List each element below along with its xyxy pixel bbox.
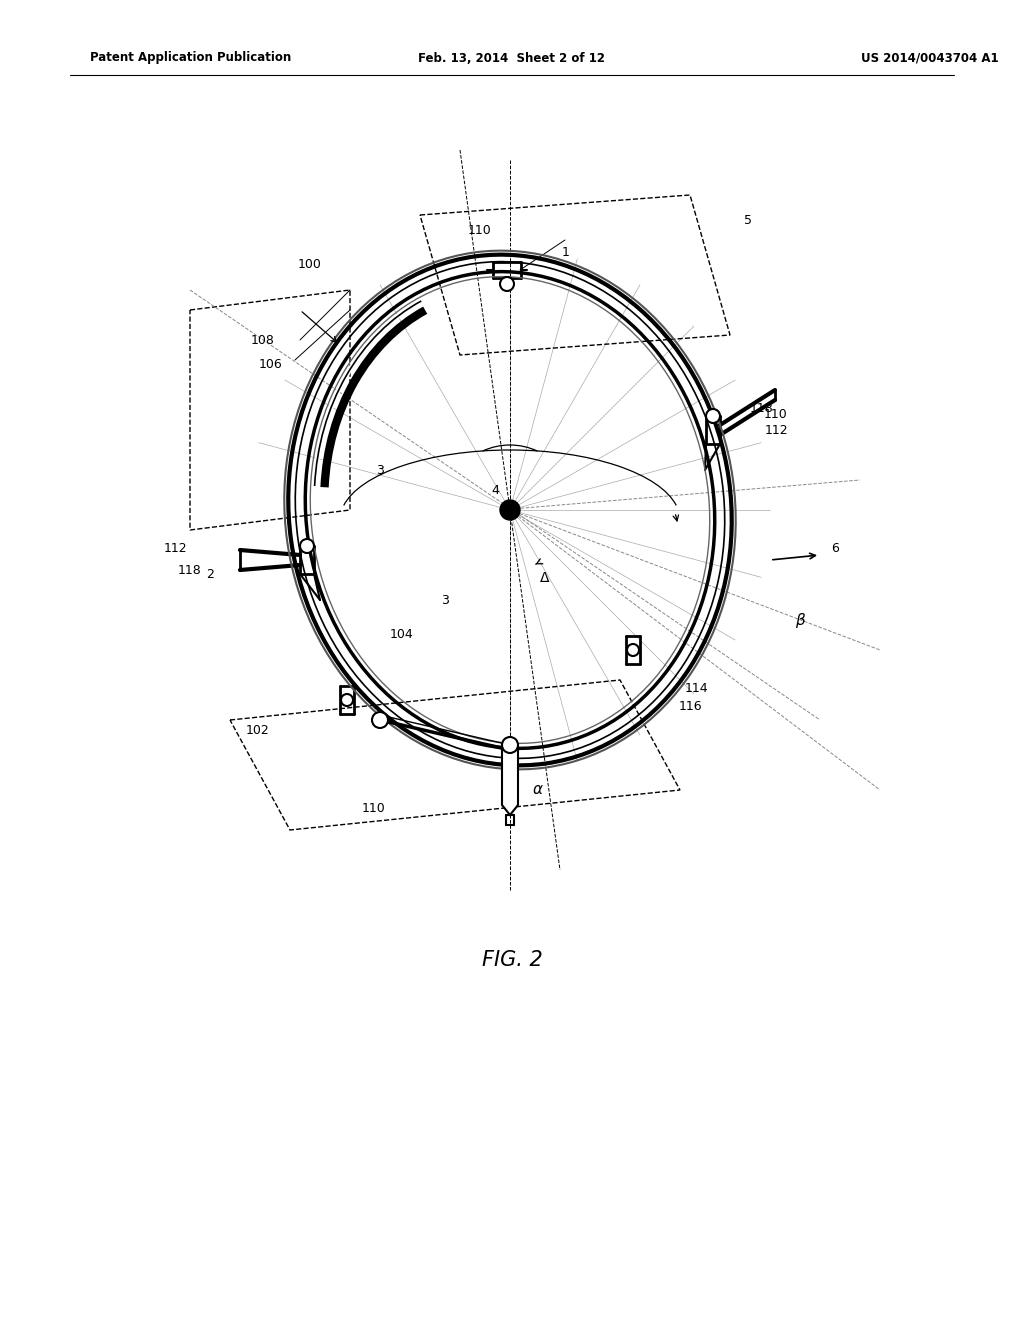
Circle shape [372, 711, 388, 729]
Text: 1: 1 [562, 246, 570, 259]
Text: Patent Application Publication: Patent Application Publication [90, 51, 291, 65]
Text: β: β [795, 612, 805, 627]
Text: Feb. 13, 2014  Sheet 2 of 12: Feb. 13, 2014 Sheet 2 of 12 [419, 51, 605, 65]
Text: 118: 118 [751, 401, 774, 414]
Text: α: α [534, 783, 543, 797]
Text: 2: 2 [206, 569, 214, 582]
Text: 110: 110 [362, 801, 386, 814]
Text: 108: 108 [251, 334, 274, 346]
Text: 114: 114 [684, 681, 708, 694]
Text: 100: 100 [298, 259, 322, 272]
Text: 116: 116 [678, 700, 701, 713]
Text: 5: 5 [744, 214, 752, 227]
Text: 6: 6 [831, 541, 839, 554]
Text: 4: 4 [492, 483, 499, 496]
Text: 3: 3 [441, 594, 449, 606]
Text: 3: 3 [376, 463, 384, 477]
Circle shape [627, 644, 639, 656]
Circle shape [500, 500, 520, 520]
Text: 106: 106 [259, 359, 283, 371]
Text: US 2014/0043704 A1: US 2014/0043704 A1 [861, 51, 998, 65]
Text: 110: 110 [764, 408, 787, 421]
Text: Δ: Δ [541, 572, 550, 585]
Text: 112: 112 [764, 424, 787, 437]
Text: 110: 110 [468, 223, 492, 236]
Text: 102: 102 [246, 723, 270, 737]
Text: 118: 118 [178, 564, 202, 577]
Polygon shape [502, 744, 518, 814]
Circle shape [341, 694, 353, 706]
Text: FIG. 2: FIG. 2 [481, 950, 543, 970]
Circle shape [300, 539, 314, 553]
Circle shape [502, 737, 518, 752]
Circle shape [706, 409, 720, 422]
Circle shape [500, 277, 514, 290]
Text: 112: 112 [163, 541, 186, 554]
Text: 104: 104 [390, 628, 414, 642]
